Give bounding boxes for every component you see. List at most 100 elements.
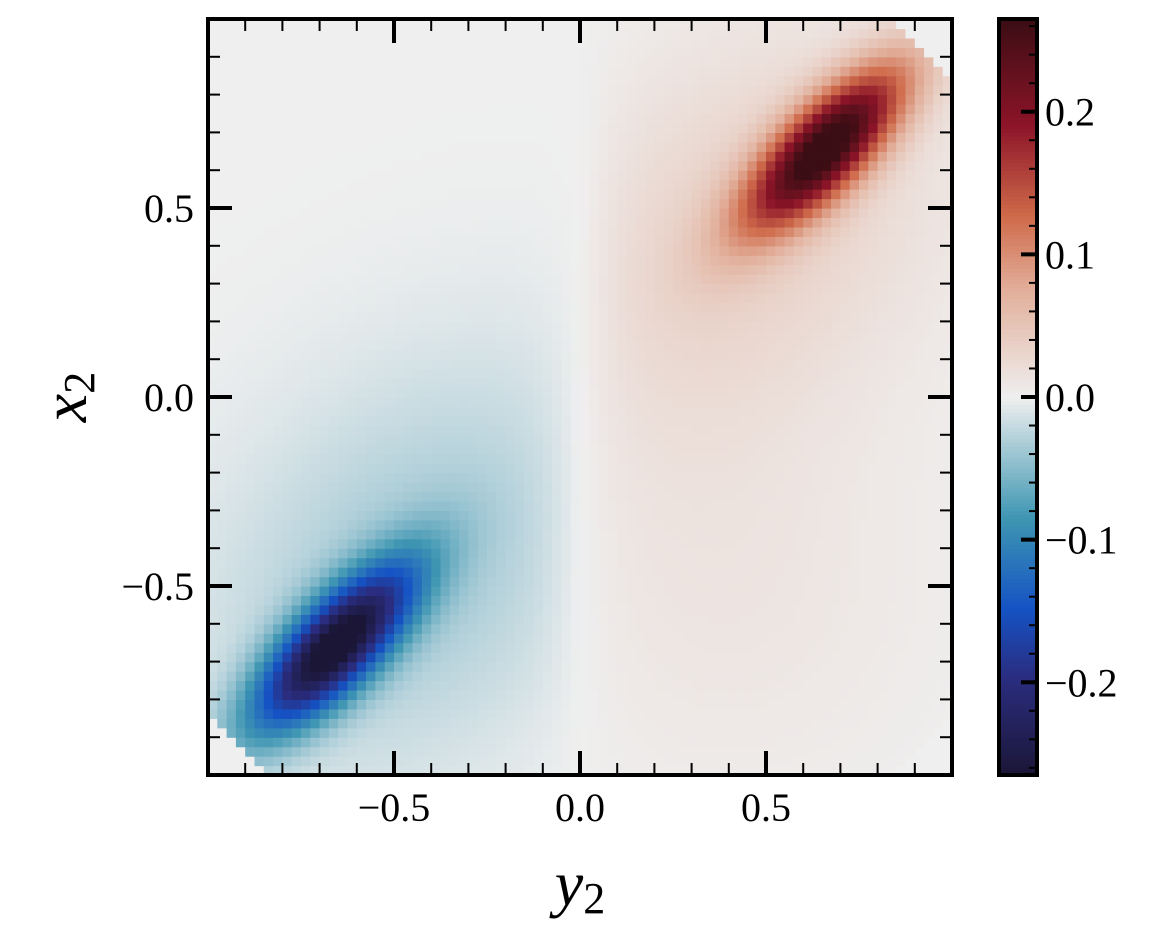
heatmap-cell bbox=[514, 274, 525, 285]
heatmap-cell bbox=[617, 699, 628, 710]
heatmap-cell bbox=[635, 368, 646, 379]
heatmap-cell bbox=[728, 340, 739, 351]
heatmap-cell bbox=[282, 170, 293, 181]
heatmap-cell bbox=[645, 56, 655, 67]
heatmap-cell bbox=[421, 245, 432, 256]
heatmap-cell bbox=[440, 482, 451, 493]
heatmap-cell bbox=[421, 75, 432, 86]
heatmap-cell bbox=[635, 397, 646, 408]
heatmap-cell bbox=[459, 368, 469, 379]
heatmap-cell bbox=[440, 737, 451, 748]
heatmap-cell bbox=[654, 85, 665, 96]
heatmap-cell bbox=[719, 623, 730, 634]
heatmap-cell bbox=[477, 189, 488, 200]
heatmap-cell bbox=[208, 586, 218, 597]
heatmap-cell bbox=[328, 415, 339, 426]
heatmap-cell bbox=[719, 708, 730, 719]
heatmap-cell bbox=[403, 189, 414, 200]
heatmap-cell bbox=[245, 293, 256, 304]
heatmap-cell bbox=[617, 340, 628, 351]
heatmap-cell bbox=[691, 491, 702, 502]
heatmap-cell bbox=[617, 75, 628, 86]
heatmap-cell bbox=[310, 37, 321, 48]
heatmap-cell bbox=[319, 680, 330, 691]
heatmap-cell bbox=[617, 737, 628, 748]
heatmap-cell bbox=[626, 226, 637, 237]
heatmap-cell bbox=[756, 19, 767, 30]
heatmap-cell bbox=[254, 633, 265, 644]
heatmap-cell bbox=[421, 56, 432, 67]
heatmap-cell bbox=[301, 633, 311, 644]
heatmap-cell bbox=[663, 387, 674, 398]
heatmap-cell bbox=[282, 198, 293, 209]
heatmap-cell bbox=[505, 708, 516, 719]
heatmap-cell bbox=[570, 463, 581, 474]
heatmap-cell bbox=[403, 236, 414, 247]
heatmap-cell bbox=[217, 378, 228, 389]
heatmap-cell bbox=[756, 529, 767, 540]
heatmap-cell bbox=[403, 482, 414, 493]
heatmap-cell bbox=[421, 302, 432, 313]
heatmap-cell bbox=[542, 661, 553, 672]
heatmap-cell bbox=[626, 671, 637, 682]
heatmap-cell bbox=[552, 765, 562, 776]
heatmap-cell bbox=[328, 378, 339, 389]
heatmap-cell bbox=[645, 141, 655, 152]
heatmap-cell bbox=[663, 425, 674, 436]
heatmap-cell bbox=[626, 661, 637, 672]
heatmap-cell bbox=[747, 28, 758, 39]
heatmap-cell bbox=[700, 198, 711, 209]
heatmap-cell bbox=[338, 548, 349, 559]
heatmap-cell bbox=[235, 245, 246, 256]
heatmap-cell bbox=[775, 311, 786, 322]
heatmap-cell bbox=[328, 226, 339, 237]
heatmap-cell bbox=[607, 387, 618, 398]
heatmap-cell bbox=[570, 141, 581, 152]
heatmap-cell bbox=[328, 236, 339, 247]
heatmap-cell bbox=[310, 633, 321, 644]
heatmap-cell bbox=[449, 179, 460, 190]
heatmap-cell bbox=[570, 425, 581, 436]
heatmap-cell bbox=[235, 765, 246, 776]
heatmap-cell bbox=[310, 576, 321, 587]
heatmap-cell bbox=[468, 47, 479, 58]
heatmap-cell bbox=[533, 208, 544, 219]
heatmap-cell bbox=[310, 226, 321, 237]
heatmap-cell bbox=[738, 529, 748, 540]
heatmap-cell bbox=[663, 538, 674, 549]
heatmap-cell bbox=[366, 708, 376, 719]
heatmap-cell bbox=[589, 19, 600, 30]
heatmap-cell bbox=[459, 444, 469, 455]
heatmap-cell bbox=[663, 567, 674, 578]
heatmap-cell bbox=[208, 727, 218, 738]
heatmap-cell bbox=[245, 510, 256, 521]
heatmap-cell bbox=[487, 557, 497, 568]
heatmap-cell bbox=[710, 378, 721, 389]
heatmap-cell bbox=[766, 141, 776, 152]
heatmap-cell bbox=[607, 500, 618, 511]
heatmap-cell bbox=[645, 94, 655, 105]
heatmap-cell bbox=[570, 19, 581, 30]
heatmap-cell bbox=[412, 434, 423, 445]
heatmap-cell bbox=[459, 28, 469, 39]
heatmap-cell bbox=[552, 415, 562, 426]
heatmap-cell bbox=[570, 37, 581, 48]
heatmap-cell bbox=[356, 75, 367, 86]
heatmap-cell bbox=[356, 104, 367, 115]
heatmap-cell bbox=[282, 378, 293, 389]
heatmap-cell bbox=[700, 208, 711, 219]
heatmap-cell bbox=[673, 47, 683, 58]
heatmap-cell bbox=[273, 151, 283, 162]
heatmap-cell bbox=[561, 274, 572, 285]
heatmap-cell bbox=[645, 727, 655, 738]
heatmap-cell bbox=[570, 217, 581, 228]
heatmap-cell bbox=[356, 680, 367, 691]
heatmap-cell bbox=[384, 151, 395, 162]
heatmap-cell bbox=[273, 633, 283, 644]
heatmap-cell bbox=[710, 491, 721, 502]
heatmap-cell bbox=[617, 727, 628, 738]
heatmap-cell bbox=[449, 397, 460, 408]
heatmap-cell bbox=[738, 170, 748, 181]
heatmap-cell bbox=[700, 104, 711, 115]
heatmap-cell bbox=[700, 444, 711, 455]
